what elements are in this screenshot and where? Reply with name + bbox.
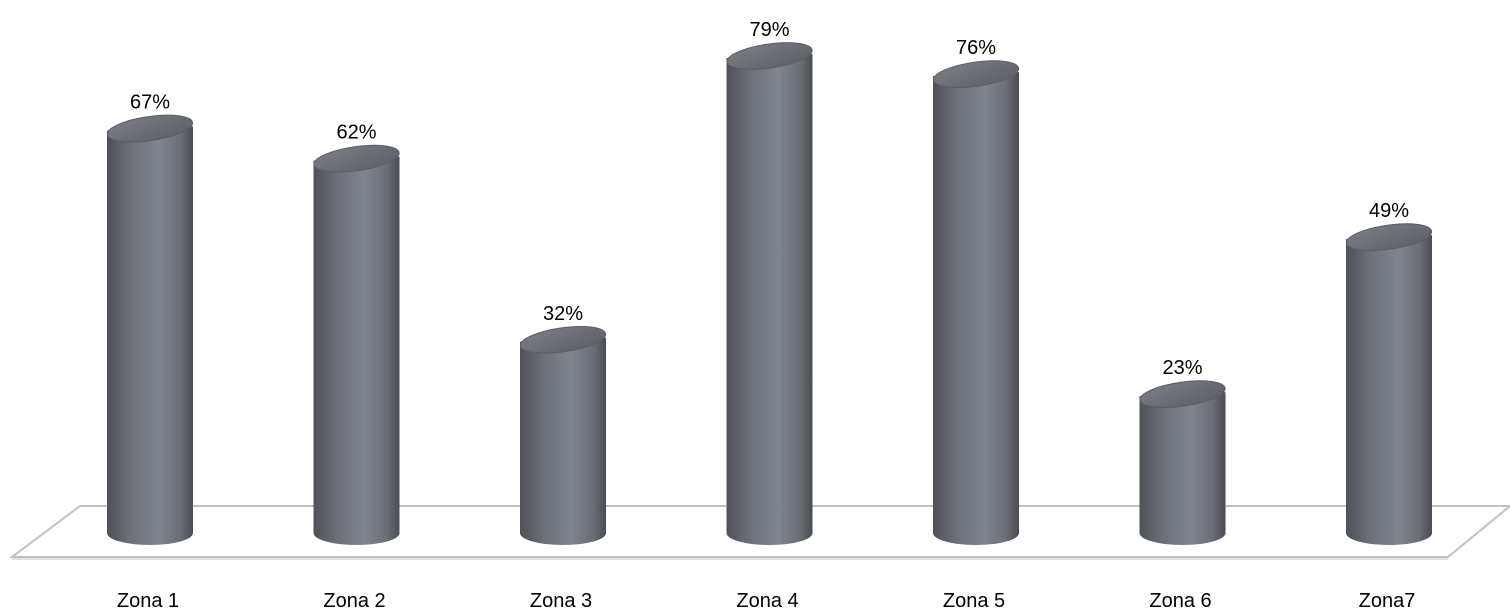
bar-3 (519, 325, 607, 545)
data-label-1: 67% (130, 91, 170, 113)
data-label-4: 79% (749, 19, 789, 41)
bar-top (1139, 380, 1226, 408)
category-labels-group: Zona 1 Zona 2 Zona 3 Zona 4 Zona 5 Zona 6 Zona… (117, 590, 1415, 612)
bar-top (1345, 223, 1433, 251)
value-labels-group: 67% 62% 32% 79% 76% 23% 49% (130, 19, 1409, 379)
category-label-4: Zona 4 (736, 590, 798, 612)
bar-1 (106, 114, 194, 545)
bar-7 (1345, 223, 1433, 546)
bar-top (313, 144, 400, 173)
bars-group (106, 42, 1433, 546)
bar-body (726, 54, 813, 545)
category-label-3: Zona 3 (530, 590, 592, 612)
category-label-5: Zona 5 (943, 590, 1005, 612)
category-label-6: Zona 6 (1149, 590, 1211, 612)
category-label-7: Zona7 (1359, 590, 1416, 612)
data-label-7: 49% (1369, 200, 1409, 222)
bar-6 (1139, 380, 1226, 545)
bar-body (520, 337, 606, 545)
bar-top (932, 60, 1020, 88)
bar-body (313, 156, 400, 545)
bar-5 (932, 60, 1020, 545)
bar-2 (313, 144, 400, 545)
category-label-1: Zona 1 (117, 590, 179, 612)
bar-top (106, 114, 194, 143)
bar-body (933, 72, 1019, 545)
bar-body (1346, 235, 1432, 546)
data-label-2: 62% (336, 122, 376, 144)
data-label-3: 32% (543, 303, 583, 325)
bar-body (1139, 392, 1226, 545)
bar-body (107, 126, 193, 545)
data-label-6: 23% (1162, 357, 1202, 379)
bar-4 (726, 42, 813, 545)
data-label-5: 76% (956, 37, 996, 59)
category-label-2: Zona 2 (323, 590, 385, 612)
bar-top (519, 325, 607, 354)
bar-top (726, 42, 813, 70)
